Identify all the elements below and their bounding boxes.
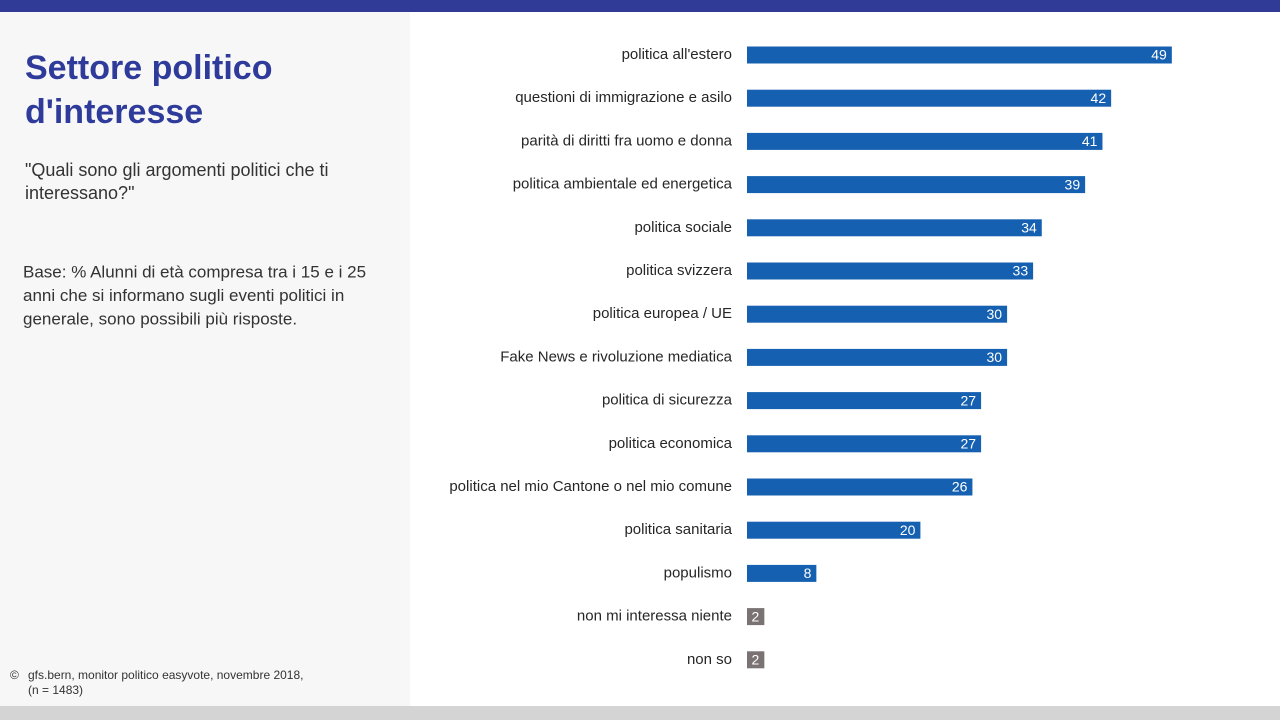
category-label: politica svizzera xyxy=(626,262,733,279)
value-label: 41 xyxy=(1082,133,1098,149)
category-label: questioni di immigrazione e asilo xyxy=(515,89,732,106)
category-label: non mi interessa niente xyxy=(577,608,732,625)
category-label: politica sociale xyxy=(634,219,732,236)
bar xyxy=(747,176,1086,194)
bar xyxy=(747,89,1112,107)
bar xyxy=(747,608,765,626)
value-label: 42 xyxy=(1091,90,1107,106)
category-label: politica di sicurezza xyxy=(602,392,733,409)
category-label: politica europea / UE xyxy=(593,305,732,322)
source: gfs.bern, monitor politico easyvote, nov… xyxy=(28,668,303,682)
subtitle: interessano?" xyxy=(25,183,134,203)
bar xyxy=(747,392,982,410)
bar xyxy=(747,262,1034,280)
side-panel xyxy=(0,12,410,706)
bar xyxy=(747,305,1008,323)
category-label: politica ambientale ed energetica xyxy=(513,176,733,193)
category-label: populismo xyxy=(664,564,732,581)
chart-title: d'interesse xyxy=(25,93,203,131)
category-label: politica sanitaria xyxy=(624,521,732,538)
bar xyxy=(747,521,921,539)
value-label: 2 xyxy=(752,652,760,668)
value-label: 8 xyxy=(804,565,812,581)
value-label: 33 xyxy=(1013,263,1029,279)
bar xyxy=(747,219,1042,237)
category-label: non so xyxy=(687,651,732,668)
value-label: 30 xyxy=(987,306,1003,322)
base-note: generale, sono possibili più risposte. xyxy=(23,309,297,328)
category-label: politica economica xyxy=(609,435,733,452)
value-label: 20 xyxy=(900,522,916,538)
bar xyxy=(747,564,817,582)
value-label: 49 xyxy=(1151,47,1167,63)
value-label: 39 xyxy=(1065,176,1081,192)
subtitle: "Quali sono gli argomenti politici che t… xyxy=(25,160,329,180)
bar xyxy=(747,132,1103,150)
value-label: 27 xyxy=(961,392,977,408)
bar xyxy=(747,478,973,496)
source: (n = 1483) xyxy=(28,683,83,697)
chart-title: Settore politico xyxy=(25,49,272,87)
value-label: 26 xyxy=(952,479,968,495)
copyright: © xyxy=(10,668,19,682)
category-label: politica all'estero xyxy=(622,46,732,63)
value-label: 2 xyxy=(752,608,760,624)
bar xyxy=(747,435,982,453)
category-label: parità di diritti fra uomo e donna xyxy=(521,132,733,149)
bar xyxy=(747,348,1008,366)
bottom-band xyxy=(0,706,1280,720)
base-note: anni che si informano sugli eventi polit… xyxy=(23,286,344,305)
bar xyxy=(747,651,765,669)
category-label: Fake News e rivoluzione mediatica xyxy=(500,348,732,365)
base-note: Base: % Alunni di età compresa tra i 15 … xyxy=(23,262,366,281)
value-label: 34 xyxy=(1021,220,1037,236)
top-band xyxy=(0,0,1280,12)
value-label: 30 xyxy=(987,349,1003,365)
value-label: 27 xyxy=(961,436,977,452)
bar xyxy=(747,46,1172,64)
category-label: politica nel mio Cantone o nel mio comun… xyxy=(449,478,732,495)
